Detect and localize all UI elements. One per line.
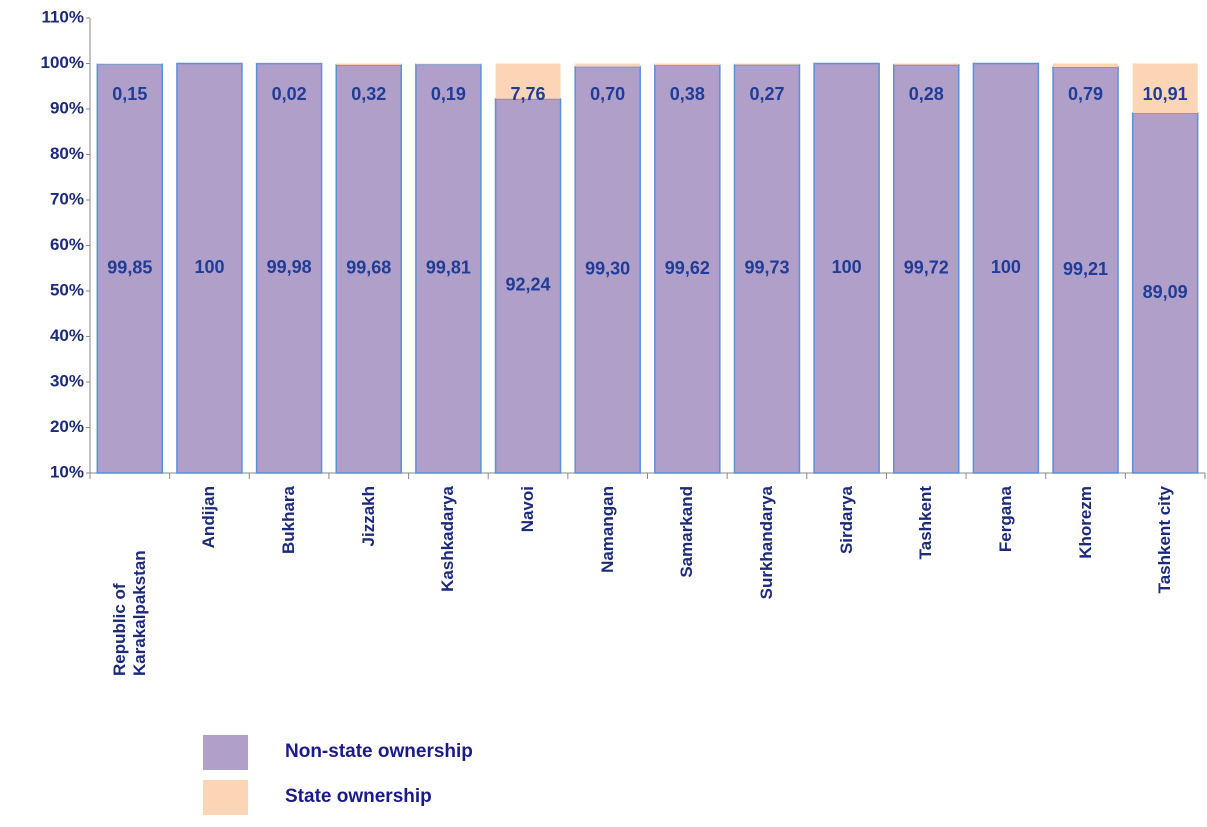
data-label: 99,62	[665, 258, 710, 278]
y-tick-label: 80%	[50, 144, 84, 163]
data-label: 99,21	[1063, 259, 1108, 279]
data-label: 99,81	[426, 257, 471, 277]
y-tick-label: 60%	[50, 235, 84, 254]
x-tick-label: Republic of Karakalpakstan	[109, 550, 149, 676]
bar-segment	[733, 63, 801, 474]
data-label: 0,32	[351, 84, 386, 104]
data-label: 89,09	[1143, 282, 1188, 302]
bar-segment	[972, 62, 1040, 474]
data-label: 0,79	[1068, 84, 1103, 104]
bar-segment	[97, 63, 163, 65]
x-tick-label: Jizzakh	[358, 486, 378, 547]
data-label: 99,73	[744, 258, 789, 278]
bar-segment	[176, 62, 243, 474]
bar-segment	[893, 64, 960, 474]
data-label: 0,70	[590, 84, 625, 104]
data-label: 0,15	[112, 84, 147, 104]
bar-segment	[1052, 66, 1119, 474]
legend-label: State ownership	[285, 786, 432, 807]
data-label: 100	[991, 257, 1021, 277]
bar-segment	[1053, 63, 1119, 68]
data-label: 99,30	[585, 259, 630, 279]
y-tick-label: 20%	[50, 417, 84, 436]
y-tick-label: 50%	[50, 280, 84, 299]
y-tick-label: 90%	[50, 98, 84, 117]
bar-segment	[813, 62, 880, 474]
bar-segment	[336, 63, 402, 65]
data-label: 0,19	[431, 84, 466, 104]
data-label: 100	[832, 257, 862, 277]
bar-segment	[575, 63, 641, 67]
data-label: 99,68	[346, 258, 391, 278]
bar-segment	[654, 64, 721, 474]
data-label: 99,72	[904, 258, 949, 278]
bar-segment	[734, 63, 800, 65]
x-tick-label: Namangan	[597, 486, 617, 573]
data-label: 0,28	[909, 84, 944, 104]
bar-segment	[495, 63, 561, 99]
y-tick-label: 30%	[50, 371, 84, 390]
legend-label: Non-state ownership	[285, 741, 473, 762]
x-tick-label: Tashkent city	[1155, 486, 1175, 594]
data-label: 10,91	[1143, 84, 1188, 104]
x-tick-label: Khorezm	[1075, 486, 1095, 559]
x-tick-label: Samarkand	[677, 486, 697, 578]
data-label: 0,27	[749, 84, 784, 104]
x-tick-label: Fergana	[995, 486, 1015, 553]
data-label: 92,24	[506, 275, 551, 295]
data-label: 0,38	[670, 84, 705, 104]
data-label: 7,76	[511, 84, 546, 104]
bar-segment	[1132, 63, 1198, 114]
x-tick-label: Navoi	[518, 486, 538, 533]
bar-segment	[1131, 112, 1199, 474]
bar-segment	[654, 63, 720, 66]
x-tick-label: Surkhandarya	[756, 486, 776, 600]
y-tick-label: 100%	[41, 53, 84, 72]
data-label: 100	[194, 257, 224, 277]
legend-swatch	[203, 735, 248, 770]
x-tick-label: Andijan	[199, 486, 219, 549]
x-tick-label: Tashkent	[916, 486, 936, 560]
data-label: 0,02	[272, 84, 307, 104]
y-tick-label: 10%	[50, 462, 84, 481]
data-label: 99,98	[267, 257, 312, 277]
bar-segment	[415, 63, 481, 65]
y-tick-label: 70%	[50, 189, 84, 208]
data-label: 99,85	[107, 257, 152, 277]
x-tick-label: Sirdarya	[836, 486, 856, 555]
y-tick-label: 110%	[41, 7, 84, 26]
bar-segment	[255, 62, 323, 474]
x-tick-label: Bukhara	[279, 486, 299, 555]
y-tick-label: 40%	[50, 326, 84, 345]
bar-segment	[574, 65, 641, 474]
bar-segment	[494, 98, 562, 474]
bar-segment	[893, 63, 959, 65]
bar-segment	[415, 63, 482, 474]
legend-swatch	[203, 780, 248, 815]
bar-segment	[96, 63, 164, 474]
x-tick-label: Kashkadarya	[438, 486, 458, 592]
